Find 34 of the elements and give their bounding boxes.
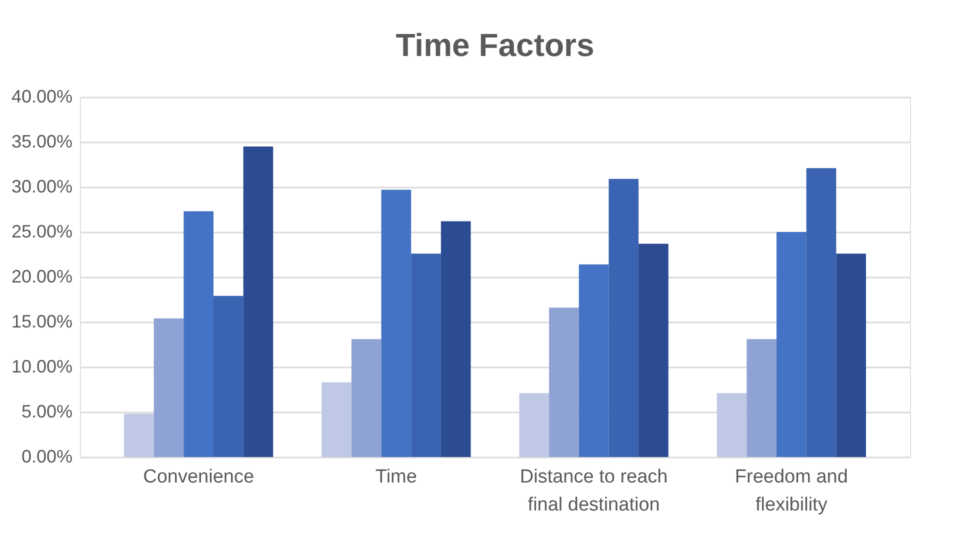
x-tick-label: Freedom and flexibility [734,466,848,516]
bar [213,296,244,457]
bar [381,190,412,457]
y-tick-label: 15.00% [11,312,72,332]
x-tick-label: Distance to reach final destination [520,466,668,516]
bar [578,264,609,457]
bar [322,382,352,457]
bar [519,393,550,457]
bar [716,393,747,457]
bar [124,414,154,457]
y-tick-label: 10.00% [11,356,72,376]
y-tick-label: 35.00% [11,132,72,152]
x-tick-label: Convenience [143,466,254,488]
y-tick-label: 0.00% [21,446,72,466]
bar [776,232,806,457]
bar [243,146,274,457]
bar [440,221,471,457]
x-tick-label: Time [375,466,417,488]
bar [746,339,777,457]
bar [411,254,441,457]
bar [608,178,639,457]
bar [351,339,382,457]
y-tick-label: 20.00% [11,266,72,286]
bar [154,318,184,457]
y-tick-label: 40.00% [11,86,72,106]
y-tick-label: 30.00% [11,176,72,196]
y-tick-label: 5.00% [21,402,72,422]
bar [184,211,214,457]
bar [806,168,836,457]
bar [549,308,579,457]
chart-title: Time Factors [396,27,594,63]
bar [638,244,668,457]
bar [836,254,866,457]
y-tick-label: 25.00% [11,222,72,242]
